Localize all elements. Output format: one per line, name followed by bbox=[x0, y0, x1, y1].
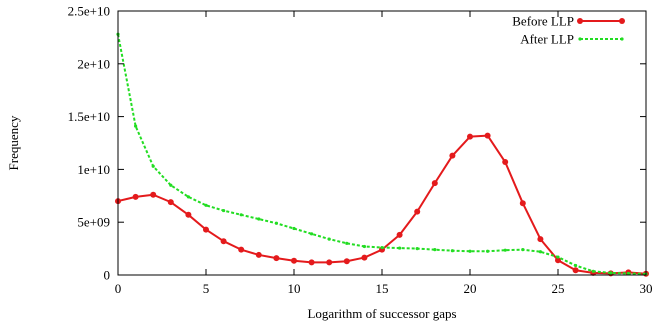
data-point bbox=[291, 257, 297, 264]
plot-frame bbox=[117, 10, 647, 276]
data-point bbox=[134, 124, 138, 128]
data-point bbox=[538, 250, 543, 254]
plot-marks bbox=[115, 32, 649, 277]
data-point bbox=[574, 263, 578, 268]
data-point bbox=[238, 246, 245, 253]
data-point bbox=[555, 257, 561, 264]
data-point bbox=[185, 211, 192, 218]
y-axis-title: Frequency bbox=[6, 115, 21, 170]
data-point bbox=[572, 267, 579, 274]
data-point bbox=[468, 249, 472, 253]
data-point bbox=[345, 241, 349, 245]
axes: 0 5 10 15 20 25 30 0 5e+09 1e+10 1.5e+10 2e+10 2.5e+… bbox=[68, 4, 653, 297]
y-tick-label: 5e+09 bbox=[77, 215, 110, 230]
x-tick-label: 15 bbox=[376, 281, 389, 296]
y-tick-label: 1.5e+10 bbox=[68, 109, 110, 124]
legend-label: After LLP bbox=[520, 32, 574, 47]
data-point bbox=[537, 236, 544, 243]
legend: Before LLP After LLP bbox=[512, 14, 625, 47]
data-point bbox=[220, 238, 227, 245]
data-point bbox=[431, 180, 438, 187]
data-point bbox=[255, 251, 262, 258]
series-line bbox=[117, 34, 647, 275]
data-point bbox=[415, 247, 419, 251]
data-point bbox=[591, 269, 595, 273]
data-point bbox=[273, 255, 280, 262]
data-point bbox=[521, 248, 525, 252]
data-point bbox=[203, 226, 209, 233]
data-point bbox=[414, 208, 421, 215]
x-tick-label: 30 bbox=[640, 281, 653, 296]
data-point bbox=[150, 191, 157, 198]
data-point bbox=[274, 221, 278, 225]
data-point bbox=[484, 132, 491, 139]
x-axis-title: Logarithm of successor gaps bbox=[307, 306, 456, 321]
data-point bbox=[396, 231, 403, 238]
data-point bbox=[327, 237, 331, 241]
legend-label: Before LLP bbox=[512, 14, 574, 29]
data-point bbox=[292, 226, 296, 231]
x-tick-label: 5 bbox=[203, 281, 210, 296]
data-point bbox=[450, 249, 454, 253]
legend-marker bbox=[578, 37, 582, 41]
data-point bbox=[151, 164, 155, 168]
data-point bbox=[449, 152, 456, 159]
data-point bbox=[502, 159, 509, 166]
data-point bbox=[503, 248, 507, 252]
data-point bbox=[519, 200, 526, 207]
data-point bbox=[486, 249, 490, 253]
legend-marker bbox=[620, 37, 624, 41]
plot-border bbox=[117, 10, 647, 276]
data-point bbox=[186, 195, 190, 199]
series-line bbox=[117, 134, 647, 275]
data-point bbox=[169, 183, 173, 187]
data-point bbox=[433, 248, 437, 252]
x-tick-label: 10 bbox=[288, 281, 301, 296]
legend-marker bbox=[577, 18, 583, 24]
data-point bbox=[310, 232, 314, 236]
data-point bbox=[467, 133, 473, 140]
data-point bbox=[626, 271, 631, 276]
data-point bbox=[204, 203, 208, 207]
data-point bbox=[343, 258, 350, 265]
legend-marker bbox=[619, 18, 625, 24]
data-point bbox=[380, 245, 384, 250]
x-tick-label: 0 bbox=[115, 281, 122, 296]
data-point bbox=[167, 199, 174, 206]
data-point bbox=[398, 246, 402, 250]
data-point bbox=[362, 244, 366, 249]
data-point bbox=[326, 259, 333, 266]
data-point bbox=[361, 254, 368, 261]
data-point bbox=[222, 208, 226, 213]
y-tick-label: 2e+10 bbox=[77, 56, 110, 71]
data-point bbox=[308, 259, 315, 266]
data-point bbox=[257, 217, 261, 221]
y-tick-label: 0 bbox=[104, 268, 111, 283]
data-point bbox=[132, 193, 139, 200]
data-point bbox=[239, 213, 243, 217]
data-point bbox=[609, 271, 613, 275]
y-tick-label: 2.5e+10 bbox=[68, 4, 110, 19]
x-tick-label: 20 bbox=[464, 281, 477, 296]
x-tick-label: 25 bbox=[552, 281, 565, 296]
data-point bbox=[556, 255, 560, 259]
y-tick-label: 1e+10 bbox=[77, 162, 110, 177]
